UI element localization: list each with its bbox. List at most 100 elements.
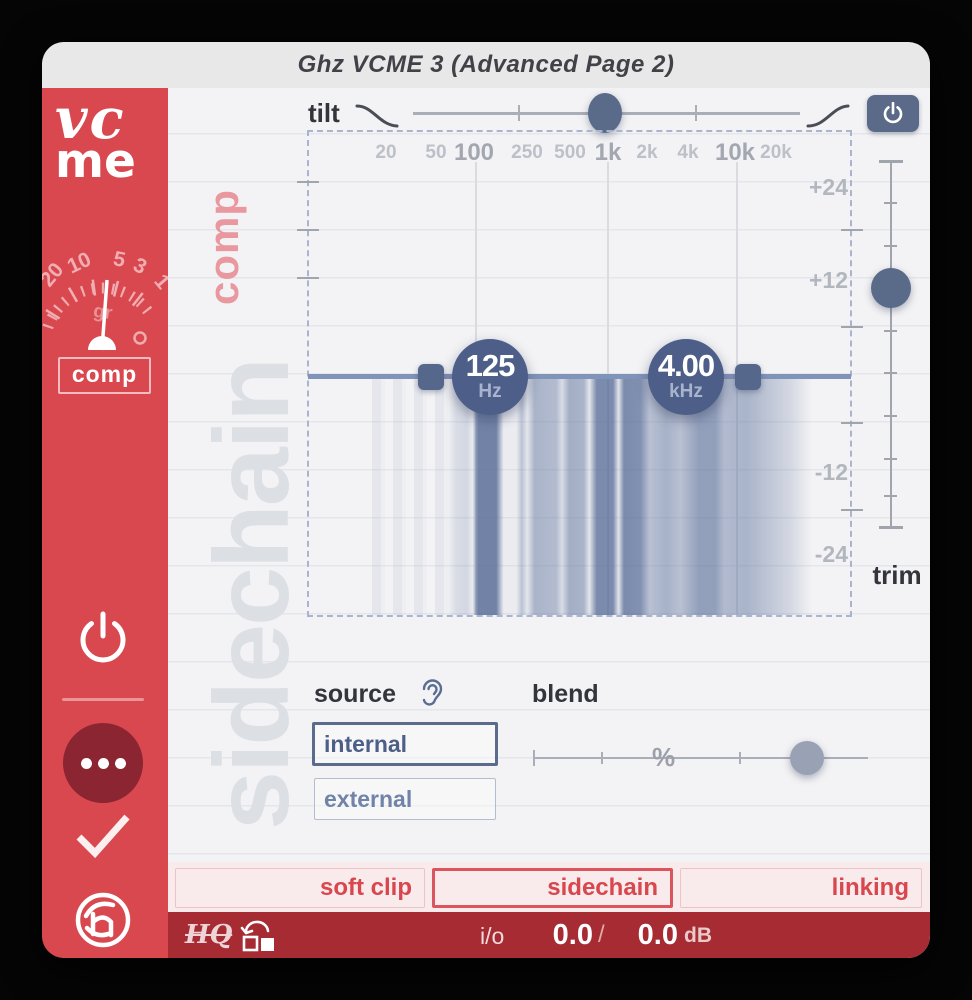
db-tick xyxy=(297,229,319,231)
menu-dot-icon xyxy=(114,757,126,769)
freq-tick-label: 10k xyxy=(714,139,756,166)
io-separator: / xyxy=(598,921,605,948)
db-tick xyxy=(841,422,863,424)
low-freq-handle[interactable]: 125 Hz xyxy=(452,339,528,415)
tab-soft-clip[interactable]: soft clip xyxy=(175,868,425,908)
blend-slider-track[interactable] xyxy=(533,757,868,759)
meter-scale-5: 5 xyxy=(111,247,128,272)
freq-tick-label: 20k xyxy=(760,142,792,163)
blend-tick xyxy=(533,750,535,766)
menu-dot-icon xyxy=(97,757,109,769)
trim-tick xyxy=(884,202,897,204)
io-input-value: 0.0 xyxy=(552,919,593,951)
tilt-label: tilt xyxy=(308,98,340,128)
freq-tick-label: 500 xyxy=(554,142,586,163)
trim-label: trim xyxy=(872,560,922,590)
tilt-slider-tick xyxy=(695,105,697,121)
ghz-logo-icon[interactable] xyxy=(73,890,133,950)
trim-knob[interactable] xyxy=(871,268,911,308)
tab-linking[interactable]: linking xyxy=(680,868,922,908)
io-output-value: 0.0 xyxy=(637,919,678,951)
trim-tick xyxy=(884,330,897,332)
meter-scale-3: 3 xyxy=(130,253,151,279)
spectrum-band xyxy=(447,379,812,615)
source-external-button[interactable]: external xyxy=(314,778,496,820)
meter-scale-1: 1 xyxy=(149,270,168,294)
db-label-plus12: +12 xyxy=(808,267,848,293)
blend-label: blend xyxy=(532,680,599,708)
gain-reduction-meter: 20 10 5 3 1 gr xyxy=(42,247,168,351)
db-label-minus12: -12 xyxy=(814,459,848,485)
low-slope-handle[interactable] xyxy=(418,364,444,390)
trim-tick xyxy=(884,458,897,460)
blend-tick xyxy=(601,752,603,764)
comp-watermark: comp xyxy=(200,188,247,305)
plugin-window: Ghz VCME 3 (Advanced Page 2) sidechain c… xyxy=(42,42,930,958)
sidebar-divider xyxy=(62,698,144,701)
source-internal-button[interactable]: internal xyxy=(312,722,498,766)
status-bar xyxy=(168,912,930,958)
sidebar-power-icon[interactable] xyxy=(75,610,131,666)
gain-line[interactable] xyxy=(308,374,851,379)
comp-mode-badge: comp xyxy=(58,357,151,394)
confirm-check-icon[interactable] xyxy=(74,810,132,862)
freq-tick-label: 1k xyxy=(594,139,622,166)
blend-percent-label: % xyxy=(652,742,676,772)
db-tick xyxy=(841,326,863,328)
freq-tick-label: 20 xyxy=(375,142,397,163)
menu-button[interactable] xyxy=(63,723,143,803)
spectrum-low-stripes xyxy=(372,379,450,615)
ab-compare-icon[interactable] xyxy=(240,920,278,954)
freq-tick-label: 100 xyxy=(453,139,495,166)
power-icon xyxy=(883,101,903,123)
db-tick xyxy=(297,277,319,279)
freq-tick-label: 250 xyxy=(511,142,543,163)
sidebar xyxy=(42,88,168,958)
trim-slider-cap xyxy=(879,526,903,529)
tilt-knob[interactable] xyxy=(588,93,622,133)
freq-tick-label: 2k xyxy=(636,142,658,163)
window-title: Ghz VCME 3 (Advanced Page 2) xyxy=(297,51,675,78)
io-unit: dB xyxy=(684,924,712,947)
ear-icon xyxy=(422,679,443,706)
tilt-curve-up-icon xyxy=(806,104,850,128)
db-label-plus24: +24 xyxy=(808,174,848,200)
trim-slider-cap xyxy=(879,160,903,163)
high-freq-unit: kHz xyxy=(669,381,703,402)
vcme-logo: vc me xyxy=(55,86,136,189)
freq-tick-label: 50 xyxy=(425,142,447,163)
meter-peak-dot xyxy=(133,331,147,345)
hq-toggle[interactable]: HQ xyxy=(185,920,233,950)
db-tick xyxy=(841,509,863,511)
tab-sidechain[interactable]: sidechain xyxy=(432,868,673,908)
logo-vc-text: vc xyxy=(55,86,126,152)
title-bar[interactable]: Ghz VCME 3 (Advanced Page 2) xyxy=(42,42,930,89)
db-tick xyxy=(297,181,319,183)
freq-tick-label: 4k xyxy=(677,142,699,163)
source-label: source xyxy=(314,680,396,708)
meter-scale-10: 10 xyxy=(64,248,95,279)
io-label: i/o xyxy=(480,923,505,949)
high-slope-handle[interactable] xyxy=(735,364,761,390)
tilt-slider-tick xyxy=(518,105,520,121)
db-tick xyxy=(841,229,863,231)
high-freq-value: 4.00 xyxy=(657,348,715,383)
sidechain-filter-graph[interactable] xyxy=(307,130,852,617)
blend-knob[interactable] xyxy=(790,741,824,775)
trim-tick xyxy=(884,415,897,417)
high-freq-handle[interactable]: 4.00 kHz xyxy=(648,339,724,415)
low-freq-value: 125 xyxy=(465,348,516,383)
db-label-minus24: -24 xyxy=(814,541,848,567)
trim-tick xyxy=(884,372,897,374)
tilt-curve-down-icon xyxy=(355,104,399,128)
logo-me-text: me xyxy=(55,133,136,189)
tilt-power-button[interactable] xyxy=(867,95,919,132)
trim-tick xyxy=(884,495,897,497)
menu-dot-icon xyxy=(80,757,92,769)
trim-slider-track[interactable] xyxy=(890,162,892,528)
low-freq-unit: Hz xyxy=(478,381,502,402)
trim-tick xyxy=(884,245,897,247)
meter-scale-20: 20 xyxy=(42,258,68,291)
meter-needle-hub xyxy=(88,336,116,350)
